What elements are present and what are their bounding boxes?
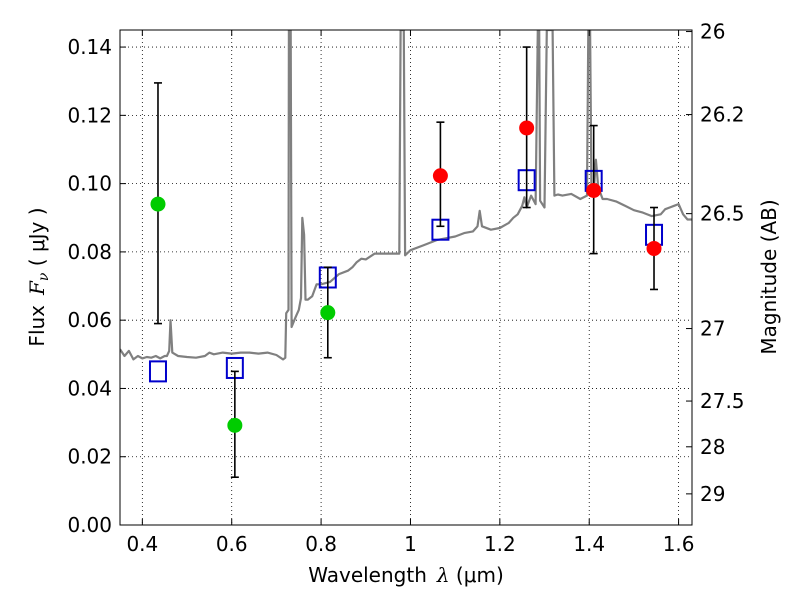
y-tick-label: 0.04 — [67, 376, 112, 400]
x-axis-title: Wavelength λ (μm) — [308, 563, 504, 587]
x-axis-symbol: λ — [436, 563, 450, 587]
red-data-point — [586, 182, 602, 198]
green-data-point — [150, 196, 166, 212]
mag-tick-label: 29 — [700, 482, 725, 506]
x-tick-label: 0.4 — [126, 532, 158, 556]
y-axis-symbol: F — [25, 280, 49, 296]
mag-tick-label: 27 — [700, 317, 725, 341]
y-axis-title: Flux Fν ( μJy ) — [25, 207, 52, 346]
x-tick-label: 1.2 — [484, 532, 516, 556]
x-tick-label: 0.8 — [305, 532, 337, 556]
red-data-point — [646, 240, 662, 256]
y-tick-label: 0.00 — [67, 513, 112, 537]
mag-tick-label: 26.5 — [700, 202, 745, 226]
x-tick-label: 0.6 — [216, 532, 248, 556]
y-tick-label: 0.12 — [67, 103, 112, 127]
y-axis-subscript: ν — [36, 272, 52, 281]
tick-layer: 0.4 0.6 0.8 1 1.2 1.4 1.6 0.00 0.02 0.04 0.06 0.08 0… — [67, 20, 744, 556]
y-tick-label: 0.14 — [67, 35, 112, 59]
x-axis-unit: (μm) — [450, 563, 504, 587]
green-data-point — [227, 417, 243, 433]
mag-tick-label: 28 — [700, 435, 725, 459]
mag-tick-label: 26 — [700, 20, 725, 44]
y-axis-unit: ( μJy ) — [25, 207, 49, 272]
x-tick-label: 1 — [404, 532, 417, 556]
y-axis-title-text: Flux — [25, 305, 49, 347]
plot-frame — [119, 29, 693, 526]
right-axis-title: Magnitude (AB) — [757, 199, 781, 354]
spectrum-line — [120, 30, 692, 361]
model-photometry-square — [148, 360, 167, 383]
mag-tick-label: 27.5 — [700, 389, 745, 413]
y-tick-label: 0.10 — [67, 172, 112, 196]
x-axis-title-text: Wavelength — [308, 563, 427, 587]
x-tick-label: 1.4 — [573, 532, 605, 556]
data-layer — [120, 30, 692, 361]
y-tick-label: 0.08 — [67, 240, 112, 264]
x-tick-label: 1.6 — [663, 532, 695, 556]
marker-layer — [148, 46, 664, 479]
mag-tick-label: 26.2 — [700, 103, 745, 127]
red-data-point — [519, 120, 535, 136]
green-data-point — [320, 305, 336, 321]
y-tick-label: 0.06 — [67, 308, 112, 332]
red-data-point — [432, 168, 448, 184]
y-tick-label: 0.02 — [67, 445, 112, 469]
plot-background — [120, 30, 692, 525]
